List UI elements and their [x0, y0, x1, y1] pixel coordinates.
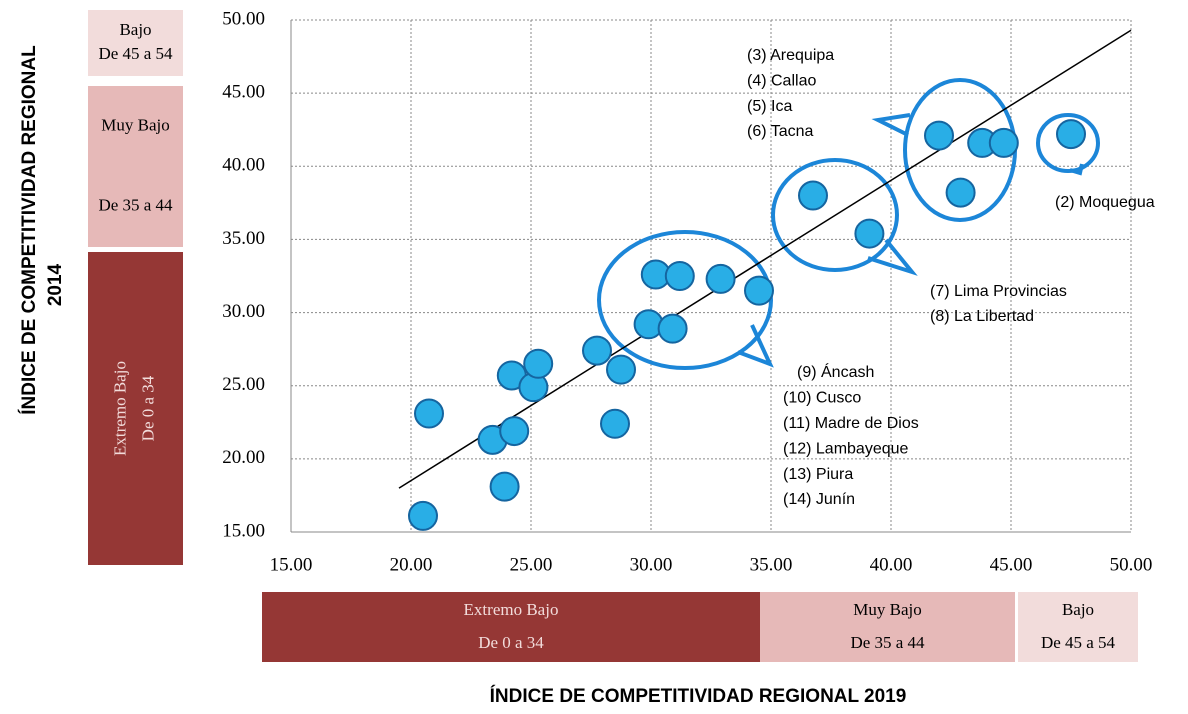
- callout: [771, 158, 899, 272]
- point: [408, 500, 438, 531]
- callout: [597, 230, 773, 370]
- callout-tail: [871, 113, 911, 137]
- annotation: (6) Tacna: [747, 123, 814, 140]
- point: [600, 408, 630, 439]
- x-band-range: De 35 a 44: [850, 633, 925, 652]
- y-tick-label: 20.00: [222, 447, 265, 468]
- x-axis-title: ÍNDICE DE COMPETITIVIDAD REGIONAL 2019: [490, 685, 907, 707]
- y-tick-label: 25.00: [222, 374, 265, 395]
- y-tick-label: 35.00: [222, 228, 265, 249]
- y-tick-label: 40.00: [222, 155, 265, 176]
- point: [582, 335, 612, 366]
- point: [489, 471, 520, 502]
- annotation: (2) Moquegua: [1055, 194, 1155, 211]
- y-band-label: Bajo: [119, 20, 151, 39]
- x-tick-label: 30.00: [630, 554, 673, 575]
- callout-tail: [867, 238, 918, 276]
- y-tick-label: 15.00: [222, 520, 265, 541]
- x-tick-label: 35.00: [750, 554, 793, 575]
- x-band-range: De 45 a 54: [1041, 633, 1116, 652]
- x-tick-label: 20.00: [390, 554, 433, 575]
- x-band-label: Bajo: [1062, 600, 1094, 619]
- point: [657, 313, 688, 344]
- callout-tail: [737, 324, 774, 368]
- y-band-label: Extremo Bajo: [110, 361, 129, 456]
- y-band-range: De 45 a 54: [98, 44, 173, 63]
- point: [499, 416, 530, 447]
- callout-tail: [1069, 163, 1084, 176]
- point: [414, 398, 444, 429]
- annotation: (8) La Libertad: [930, 308, 1034, 325]
- annotation: (5) Ica: [747, 98, 792, 115]
- y-band: [88, 86, 183, 247]
- annotation: (9) Áncash: [797, 362, 874, 381]
- y-band-range: De 35 a 44: [98, 195, 173, 214]
- annotation: (12) Lambayeque: [783, 440, 909, 457]
- point: [988, 127, 1019, 158]
- point: [854, 218, 885, 249]
- annotation: (13) Piura: [783, 466, 853, 483]
- annotation: (7) Lima Provincias: [930, 283, 1067, 300]
- y-axis-title: ÍNDICE DE COMPETITIVIDAD REGIONAL: [18, 45, 40, 415]
- callouts: [597, 78, 1100, 370]
- y-tick-label: 45.00: [222, 82, 265, 103]
- annotation: (11) Madre de Dios: [783, 415, 919, 432]
- point: [1056, 119, 1086, 150]
- point: [945, 177, 976, 208]
- point: [606, 354, 636, 385]
- x-tick-label: 25.00: [510, 554, 553, 575]
- annotation: (4) Callao: [747, 73, 816, 90]
- x-band-range: De 0 a 34: [478, 633, 544, 652]
- x-band: [760, 592, 1015, 662]
- x-band: [262, 592, 760, 662]
- annotation: (3) Arequipa: [747, 47, 834, 64]
- x-band-label: Muy Bajo: [853, 600, 921, 619]
- y-band: [88, 252, 183, 565]
- x-tick-label: 50.00: [1110, 554, 1153, 575]
- x-band-label: Extremo Bajo: [464, 600, 559, 619]
- callout: [1036, 113, 1100, 173]
- point: [664, 261, 695, 291]
- point: [744, 275, 774, 306]
- point: [523, 348, 554, 379]
- y-axis-title: 2014: [45, 263, 66, 306]
- y-band-range: De 0 a 34: [138, 375, 157, 441]
- x-tick-label: 15.00: [270, 554, 313, 575]
- annotation: (10) Cusco: [783, 390, 861, 407]
- y-band: [88, 10, 183, 76]
- y-band-label: Muy Bajo: [101, 115, 169, 134]
- x-tick-label: 40.00: [870, 554, 913, 575]
- trendline: [398, 29, 1132, 489]
- point: [924, 120, 954, 151]
- annotation: (14) Junín: [783, 491, 855, 508]
- y-tick-label: 30.00: [222, 301, 265, 322]
- y-tick-label: 50.00: [222, 8, 265, 29]
- x-tick-label: 45.00: [990, 554, 1033, 575]
- x-band: [1018, 592, 1138, 662]
- axes: [290, 19, 1132, 533]
- point: [798, 180, 828, 211]
- point: [705, 263, 736, 294]
